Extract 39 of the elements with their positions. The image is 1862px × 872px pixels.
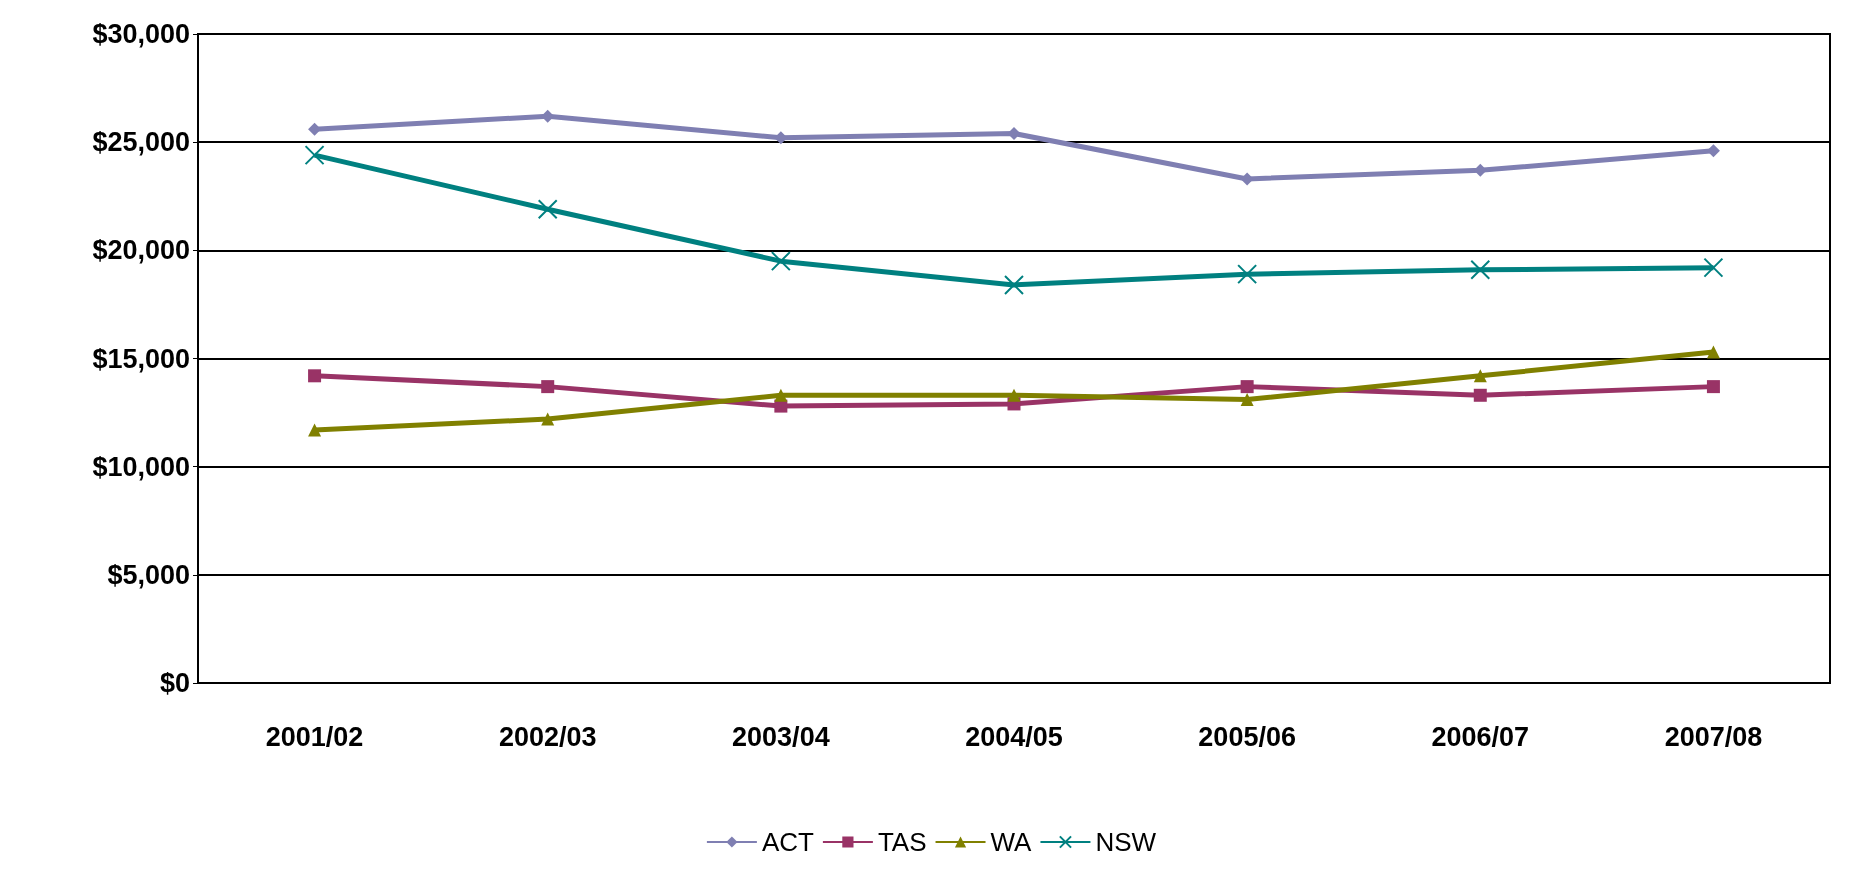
x-tick-label: 2006/07 [1431, 721, 1530, 752]
point [770, 251, 791, 272]
legend-label: ACT [761, 827, 815, 857]
y-tick-label: $10,000 [92, 451, 190, 482]
point [537, 199, 558, 220]
y-tick-label: $25,000 [92, 127, 190, 158]
x-tick-label: 2001/02 [265, 721, 364, 752]
y-tick-label: $30,000 [92, 19, 190, 49]
point [1703, 257, 1724, 278]
point [1706, 345, 1720, 359]
y-tick-label: $5,000 [107, 559, 190, 590]
point [308, 423, 322, 437]
point [1004, 274, 1024, 295]
point [1237, 264, 1258, 285]
y-tick-label: $20,000 [92, 235, 190, 266]
y-tick-label: $15,000 [92, 343, 190, 374]
point [541, 380, 555, 394]
legend-label: WA [990, 827, 1033, 857]
x-tick-label: 2007/08 [1664, 721, 1763, 752]
point [1240, 172, 1254, 186]
point [1240, 393, 1254, 407]
x-tick-label: 2002/03 [498, 721, 597, 752]
point [774, 388, 788, 402]
point [308, 369, 322, 383]
x-tick-label: 2004/05 [965, 721, 1063, 752]
x-tick-label: 2005/06 [1198, 721, 1296, 752]
point [1007, 388, 1021, 402]
point [1473, 388, 1487, 402]
point [1473, 369, 1487, 383]
point [541, 109, 555, 123]
point [541, 412, 555, 426]
point [1240, 380, 1254, 394]
point [1706, 380, 1720, 394]
legend-label: TAS [877, 827, 927, 857]
legend-label: NSW [1095, 827, 1157, 857]
point [304, 145, 325, 166]
x-tick-label: 2003/04 [732, 721, 830, 752]
y-tick-label: $0 [159, 668, 190, 698]
point [1470, 259, 1491, 280]
